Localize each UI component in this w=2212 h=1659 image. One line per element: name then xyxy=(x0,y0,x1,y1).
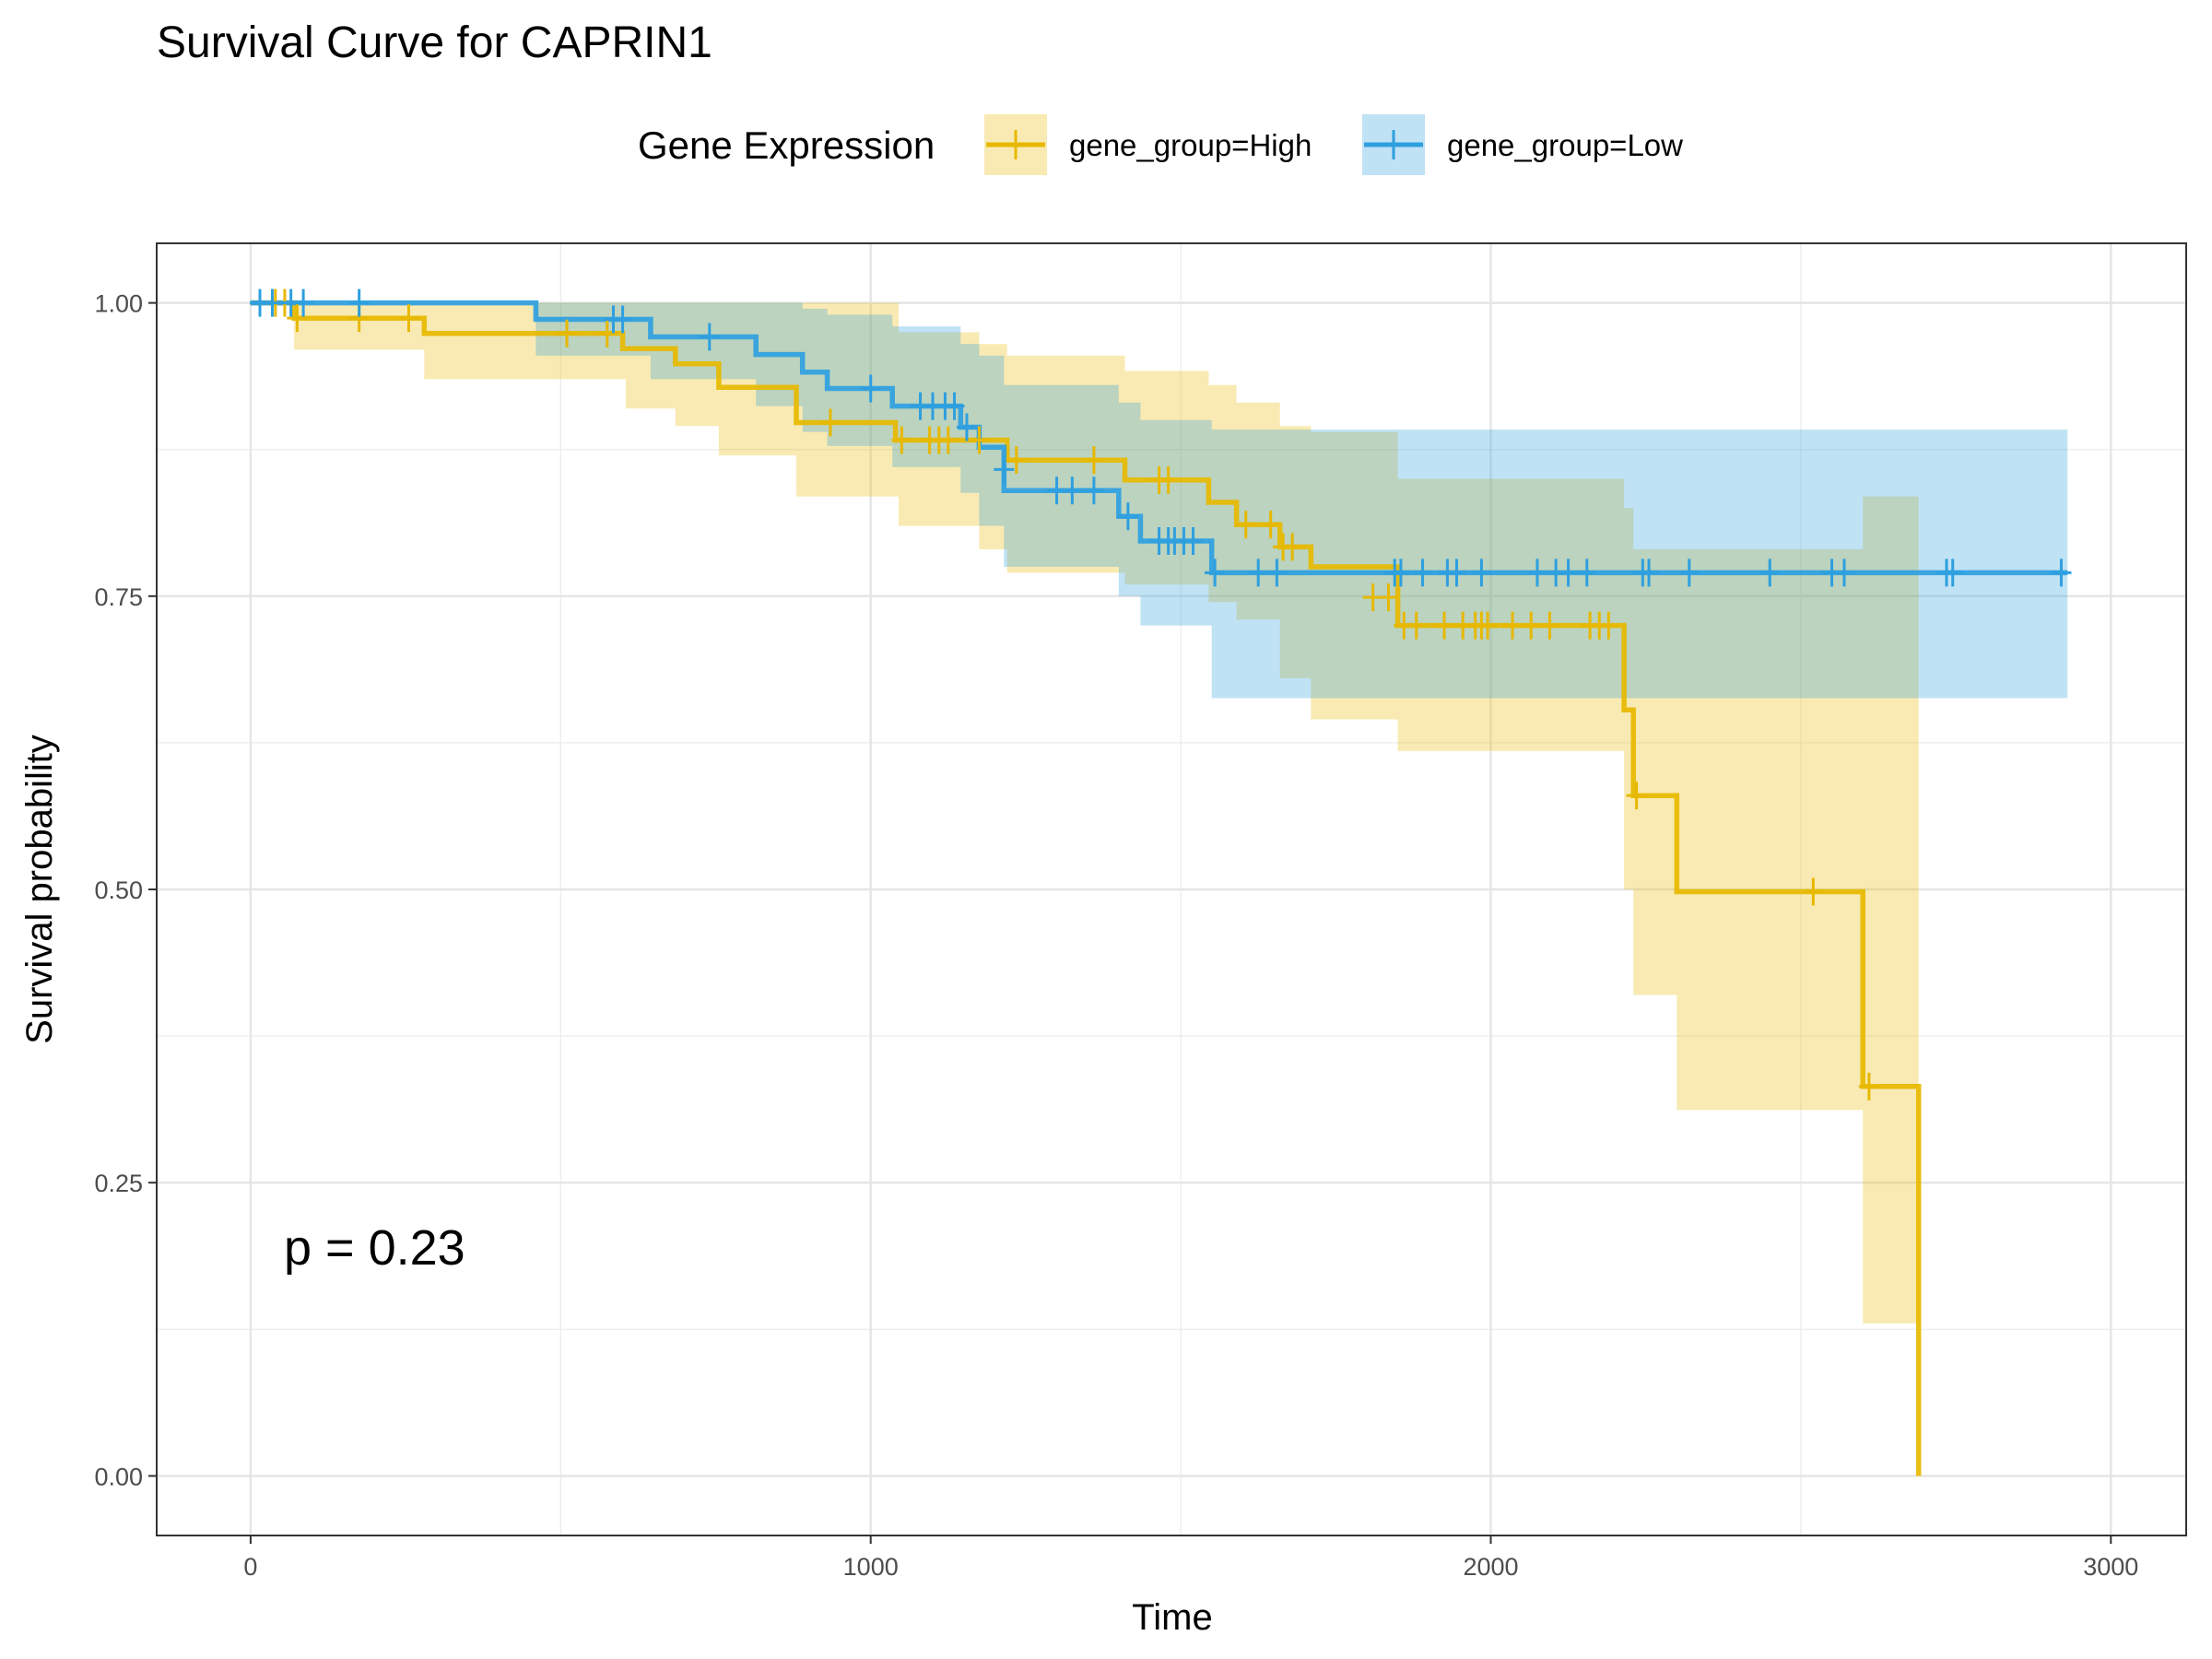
censor-mark-high xyxy=(969,426,990,454)
censor-mark-low xyxy=(1942,559,1963,587)
legend-label-high: gene_group=High xyxy=(1069,128,1312,162)
censor-mark-low xyxy=(1390,559,1411,587)
censor-mark-low xyxy=(1182,527,1204,555)
censor-mark-low xyxy=(1248,559,1269,587)
censor-mark-low xyxy=(1833,559,1854,587)
censor-mark-high xyxy=(1626,782,1647,810)
censor-mark-low xyxy=(1526,559,1547,587)
censor-mark-high xyxy=(1539,611,1560,640)
y-tick-label: 0.50 xyxy=(94,877,143,904)
censor-mark-low xyxy=(1558,559,1579,587)
censor-mark-low xyxy=(944,392,965,420)
legend-label-low: gene_group=Low xyxy=(1447,128,1683,162)
censor-mark-low xyxy=(1117,502,1138,531)
censor-mark-low xyxy=(262,288,283,317)
x-tick-label: 1000 xyxy=(843,1553,899,1581)
chart-title: Survival Curve for CAPRIN1 xyxy=(157,18,712,67)
censor-mark-low xyxy=(994,455,1015,484)
censor-mark-high xyxy=(1502,611,1524,640)
censor-mark-low xyxy=(699,323,720,351)
censor-mark-high xyxy=(1235,511,1256,539)
censor-mark-high xyxy=(1260,511,1281,539)
x-tick-label: 3000 xyxy=(2083,1553,2138,1581)
censor-mark-low xyxy=(2051,559,2072,587)
censor-mark-low xyxy=(612,305,633,334)
ci-band-high xyxy=(250,302,1919,1477)
censor-mark-high xyxy=(1006,446,1027,475)
censor-mark-low xyxy=(1083,477,1104,505)
censor-mark-low xyxy=(1759,559,1781,587)
y-tick-label: 0.75 xyxy=(94,583,143,611)
censor-mark-high xyxy=(1406,611,1427,640)
y-tick-label: 1.00 xyxy=(94,290,143,318)
censor-mark-high xyxy=(1378,583,1399,612)
x-tick-label: 0 xyxy=(243,1553,257,1581)
grid-major xyxy=(158,244,2185,1535)
censor-mark-high xyxy=(1598,611,1619,640)
survival-curve-high xyxy=(250,300,1922,1477)
censor-mark-high xyxy=(1858,1072,1879,1100)
censor-mark-high xyxy=(398,304,419,333)
censor-mark-low xyxy=(1639,559,1660,587)
censor-mark-high xyxy=(1434,611,1455,640)
censor-mark-low xyxy=(293,288,314,317)
censor-mark-high xyxy=(596,319,618,347)
legend: Gene Expression gene_group=High gene_grou… xyxy=(638,114,1683,175)
y-axis-label: Survival probability xyxy=(19,735,60,1044)
censor-mark-high xyxy=(1803,877,1824,906)
censor-mark-low xyxy=(348,288,370,317)
censor-mark-low xyxy=(1062,477,1083,505)
censor-mark-high xyxy=(287,304,308,333)
y-tick-label: 0.00 xyxy=(94,1463,143,1490)
censor-mark-low xyxy=(1576,559,1597,587)
censor-mark-low xyxy=(1266,559,1288,587)
censor-mark-low xyxy=(1678,559,1700,587)
censor-mark-low xyxy=(1471,559,1492,587)
ci-band-low xyxy=(250,302,2068,699)
x-tick-label: 2000 xyxy=(1463,1553,1518,1581)
censor-mark-low xyxy=(956,413,977,441)
censor-mark-low xyxy=(1205,559,1226,587)
censor-mark-low xyxy=(1412,559,1433,587)
censor-mark-high xyxy=(1521,611,1542,640)
censor-marks xyxy=(250,288,2072,1100)
y-axis: 0.00 0.25 0.50 0.75 1.00 xyxy=(94,290,157,1490)
censor-mark-high xyxy=(1083,446,1104,475)
censor-mark-high xyxy=(1477,611,1499,640)
censor-mark-high xyxy=(891,426,912,454)
censor-mark-high xyxy=(937,426,959,454)
censor-mark-low xyxy=(1446,559,1467,587)
legend-title: Gene Expression xyxy=(638,124,935,167)
x-axis-label: Time xyxy=(1132,1597,1212,1638)
p-value-annotation: p = 0.23 xyxy=(284,1220,465,1276)
censor-mark-high xyxy=(1282,533,1303,561)
censor-mark-high xyxy=(557,319,578,347)
censor-mark-low xyxy=(860,374,881,403)
censor-mark-high xyxy=(819,408,841,437)
censor-mark-high xyxy=(1158,465,1179,494)
y-tick-label: 0.25 xyxy=(94,1170,143,1197)
confidence-bands xyxy=(250,302,2068,1477)
x-axis: 0 1000 2000 3000 xyxy=(243,1535,2138,1581)
